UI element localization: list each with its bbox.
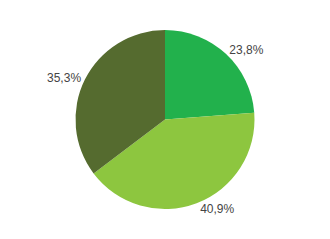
svg-text:23,8%: 23,8% [229,43,263,57]
svg-text:40,9%: 40,9% [200,202,234,216]
svg-text:35,3%: 35,3% [47,71,81,85]
